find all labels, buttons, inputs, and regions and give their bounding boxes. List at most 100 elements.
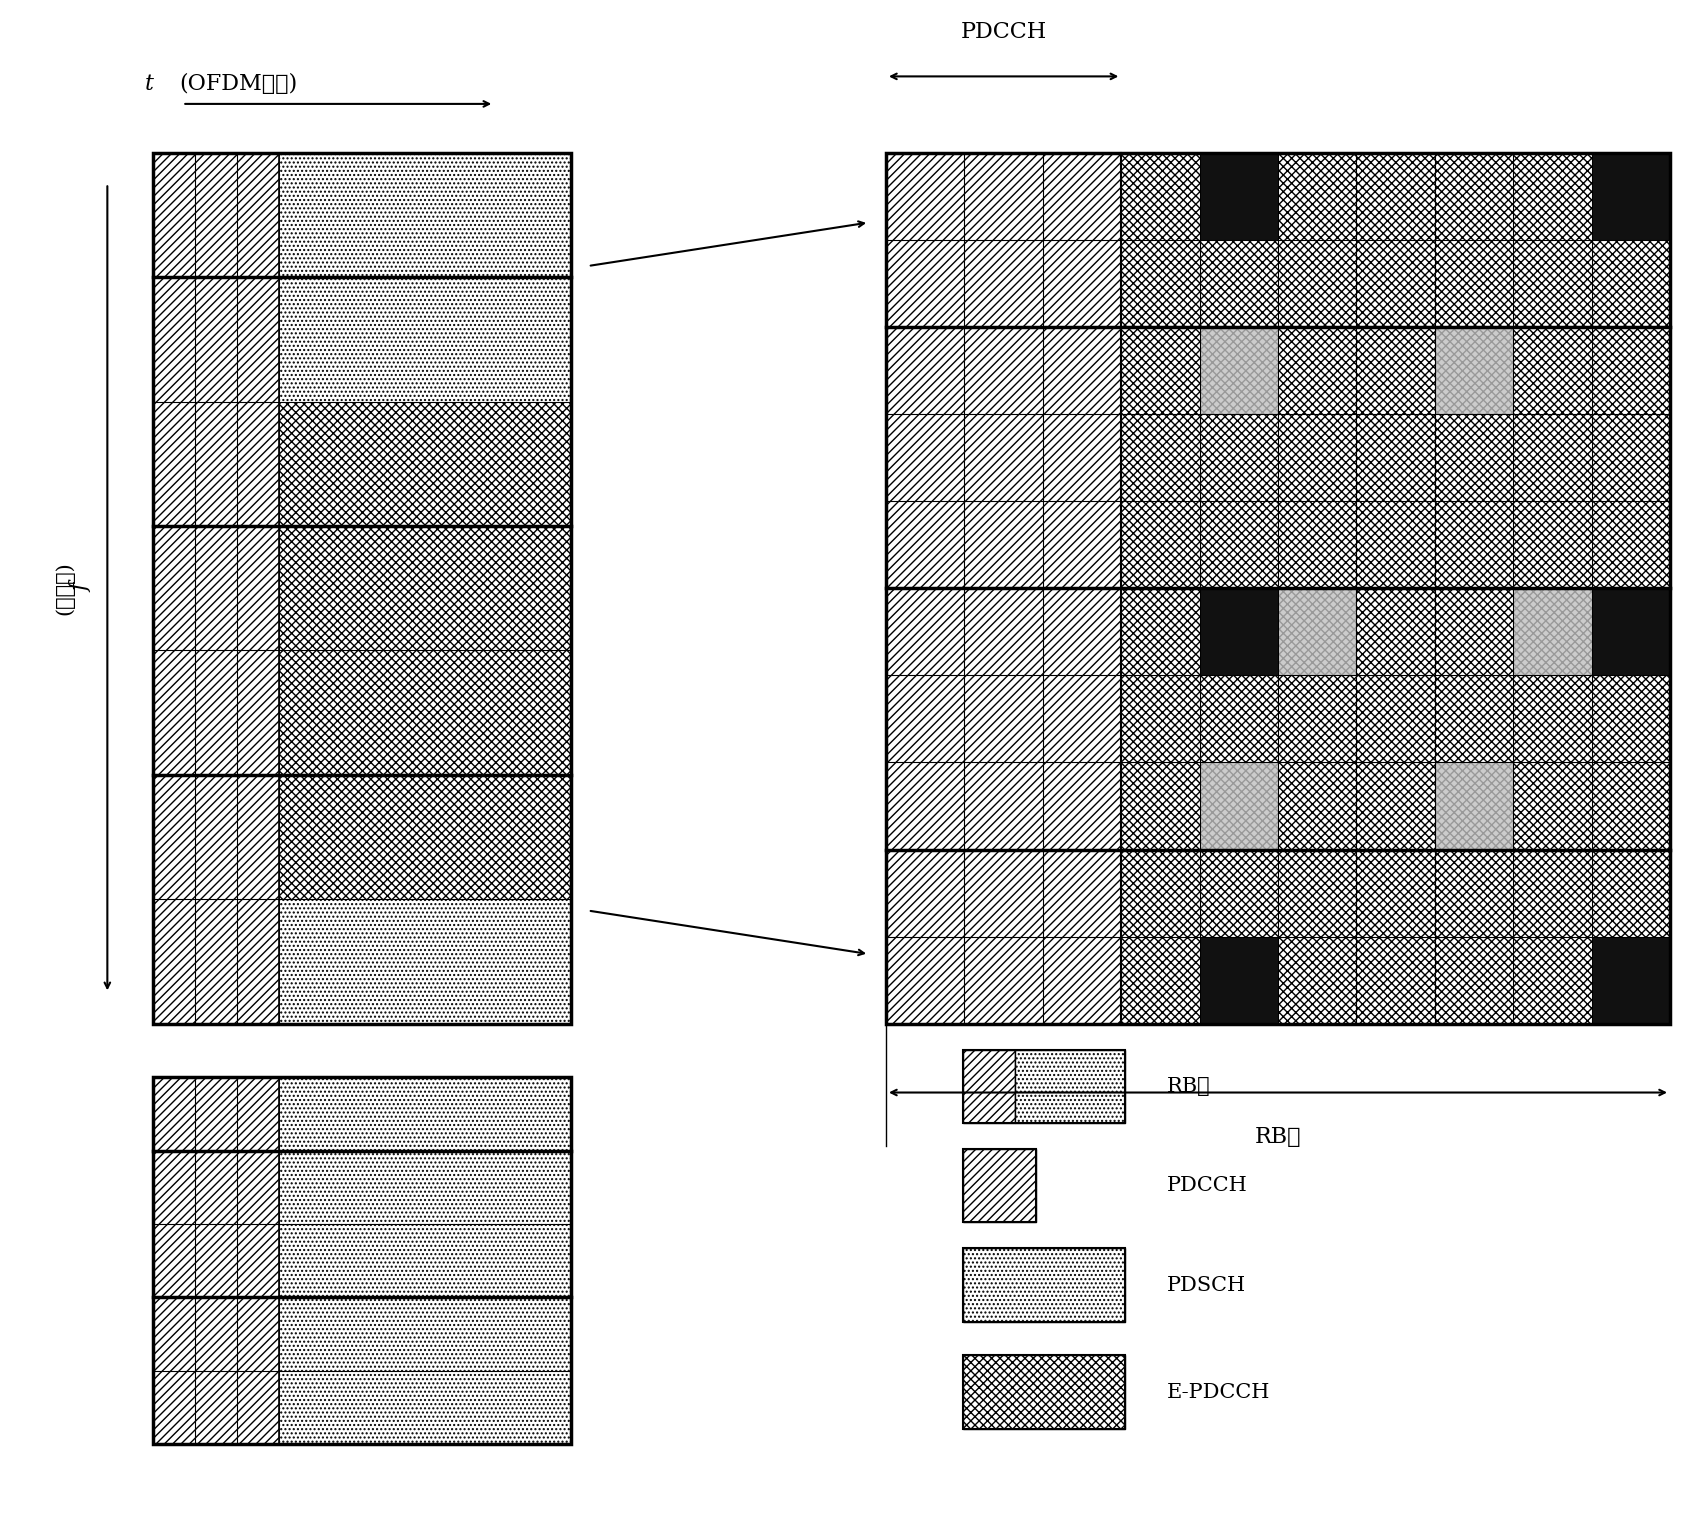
Bar [1278, 327, 1356, 414]
Bar [279, 775, 571, 900]
Bar [1278, 153, 1356, 240]
Bar [194, 1371, 237, 1444]
Bar [279, 153, 571, 277]
Bar [963, 1355, 1125, 1429]
Bar [964, 588, 1043, 675]
Bar [279, 900, 571, 1024]
Bar [237, 1224, 278, 1297]
Bar [1200, 414, 1278, 501]
Bar [1278, 501, 1356, 588]
Bar [194, 526, 237, 651]
Bar [153, 1077, 571, 1444]
Bar [886, 588, 964, 675]
Bar [1278, 850, 1356, 937]
Bar [1435, 501, 1513, 588]
Bar [1435, 327, 1513, 414]
Bar [964, 675, 1043, 762]
Bar [279, 526, 571, 651]
Bar [1278, 937, 1356, 1024]
Bar [1592, 327, 1670, 414]
Bar [886, 501, 964, 588]
Bar [1356, 762, 1435, 850]
Text: f: f [72, 584, 92, 593]
Text: PDCCH: PDCCH [1167, 1177, 1247, 1195]
Bar [1592, 240, 1670, 327]
Bar [153, 526, 194, 651]
Bar [153, 153, 571, 1024]
Bar [1200, 762, 1278, 850]
Bar [1356, 937, 1435, 1024]
Bar [194, 900, 237, 1024]
Bar [964, 850, 1043, 937]
Bar [1356, 501, 1435, 588]
Bar [964, 762, 1043, 850]
Bar [1513, 675, 1592, 762]
Bar [963, 1248, 1125, 1322]
Bar [1121, 762, 1200, 850]
Bar [886, 153, 1670, 1024]
Bar [886, 240, 964, 327]
Bar [1043, 588, 1121, 675]
Bar [279, 277, 571, 402]
Bar [1513, 762, 1592, 850]
Text: PDCCH: PDCCH [961, 21, 1046, 43]
Text: (资源块): (资源块) [55, 561, 75, 616]
Bar [963, 1050, 1125, 1123]
Bar [1121, 501, 1200, 588]
Bar [279, 651, 571, 775]
Bar [237, 900, 278, 1024]
Bar [237, 402, 278, 526]
Bar [1278, 414, 1356, 501]
Bar [1592, 762, 1670, 850]
Bar [1513, 501, 1592, 588]
Bar [153, 1371, 194, 1444]
Bar [1356, 414, 1435, 501]
Bar [1356, 153, 1435, 240]
Bar [1513, 327, 1592, 414]
Bar [1043, 501, 1121, 588]
Bar [1121, 153, 1200, 240]
Bar [237, 775, 278, 900]
Bar [1592, 675, 1670, 762]
Bar [1200, 588, 1278, 675]
Bar [194, 1224, 237, 1297]
Bar [1278, 675, 1356, 762]
Bar [153, 1297, 194, 1371]
Bar [886, 327, 964, 414]
Bar [1014, 1050, 1125, 1123]
Bar [153, 402, 194, 526]
Bar [1513, 153, 1592, 240]
Text: t: t [145, 73, 153, 95]
Text: RB对: RB对 [1254, 1126, 1302, 1148]
Bar [1435, 675, 1513, 762]
Bar [279, 1151, 571, 1224]
Bar [1043, 414, 1121, 501]
Bar [1592, 414, 1670, 501]
Bar [1435, 762, 1513, 850]
Bar [279, 1224, 571, 1297]
Bar [1513, 414, 1592, 501]
Bar [153, 1077, 194, 1151]
Bar [1200, 240, 1278, 327]
Bar [1121, 240, 1200, 327]
Bar [194, 1077, 237, 1151]
Bar [279, 402, 571, 526]
Bar [237, 526, 278, 651]
Bar [194, 402, 237, 526]
Bar [963, 1149, 1036, 1222]
Bar [1200, 675, 1278, 762]
Bar [1043, 327, 1121, 414]
Bar [194, 651, 237, 775]
Bar [1592, 937, 1670, 1024]
Bar [1278, 762, 1356, 850]
Bar [1513, 588, 1592, 675]
Text: (OFDM符号): (OFDM符号) [179, 73, 296, 95]
Bar [963, 1248, 1125, 1322]
Bar [1592, 937, 1670, 1024]
Bar [964, 327, 1043, 414]
Bar [279, 1077, 571, 1151]
Bar [194, 1297, 237, 1371]
Bar [1121, 414, 1200, 501]
Bar [1043, 762, 1121, 850]
Bar [237, 153, 278, 277]
